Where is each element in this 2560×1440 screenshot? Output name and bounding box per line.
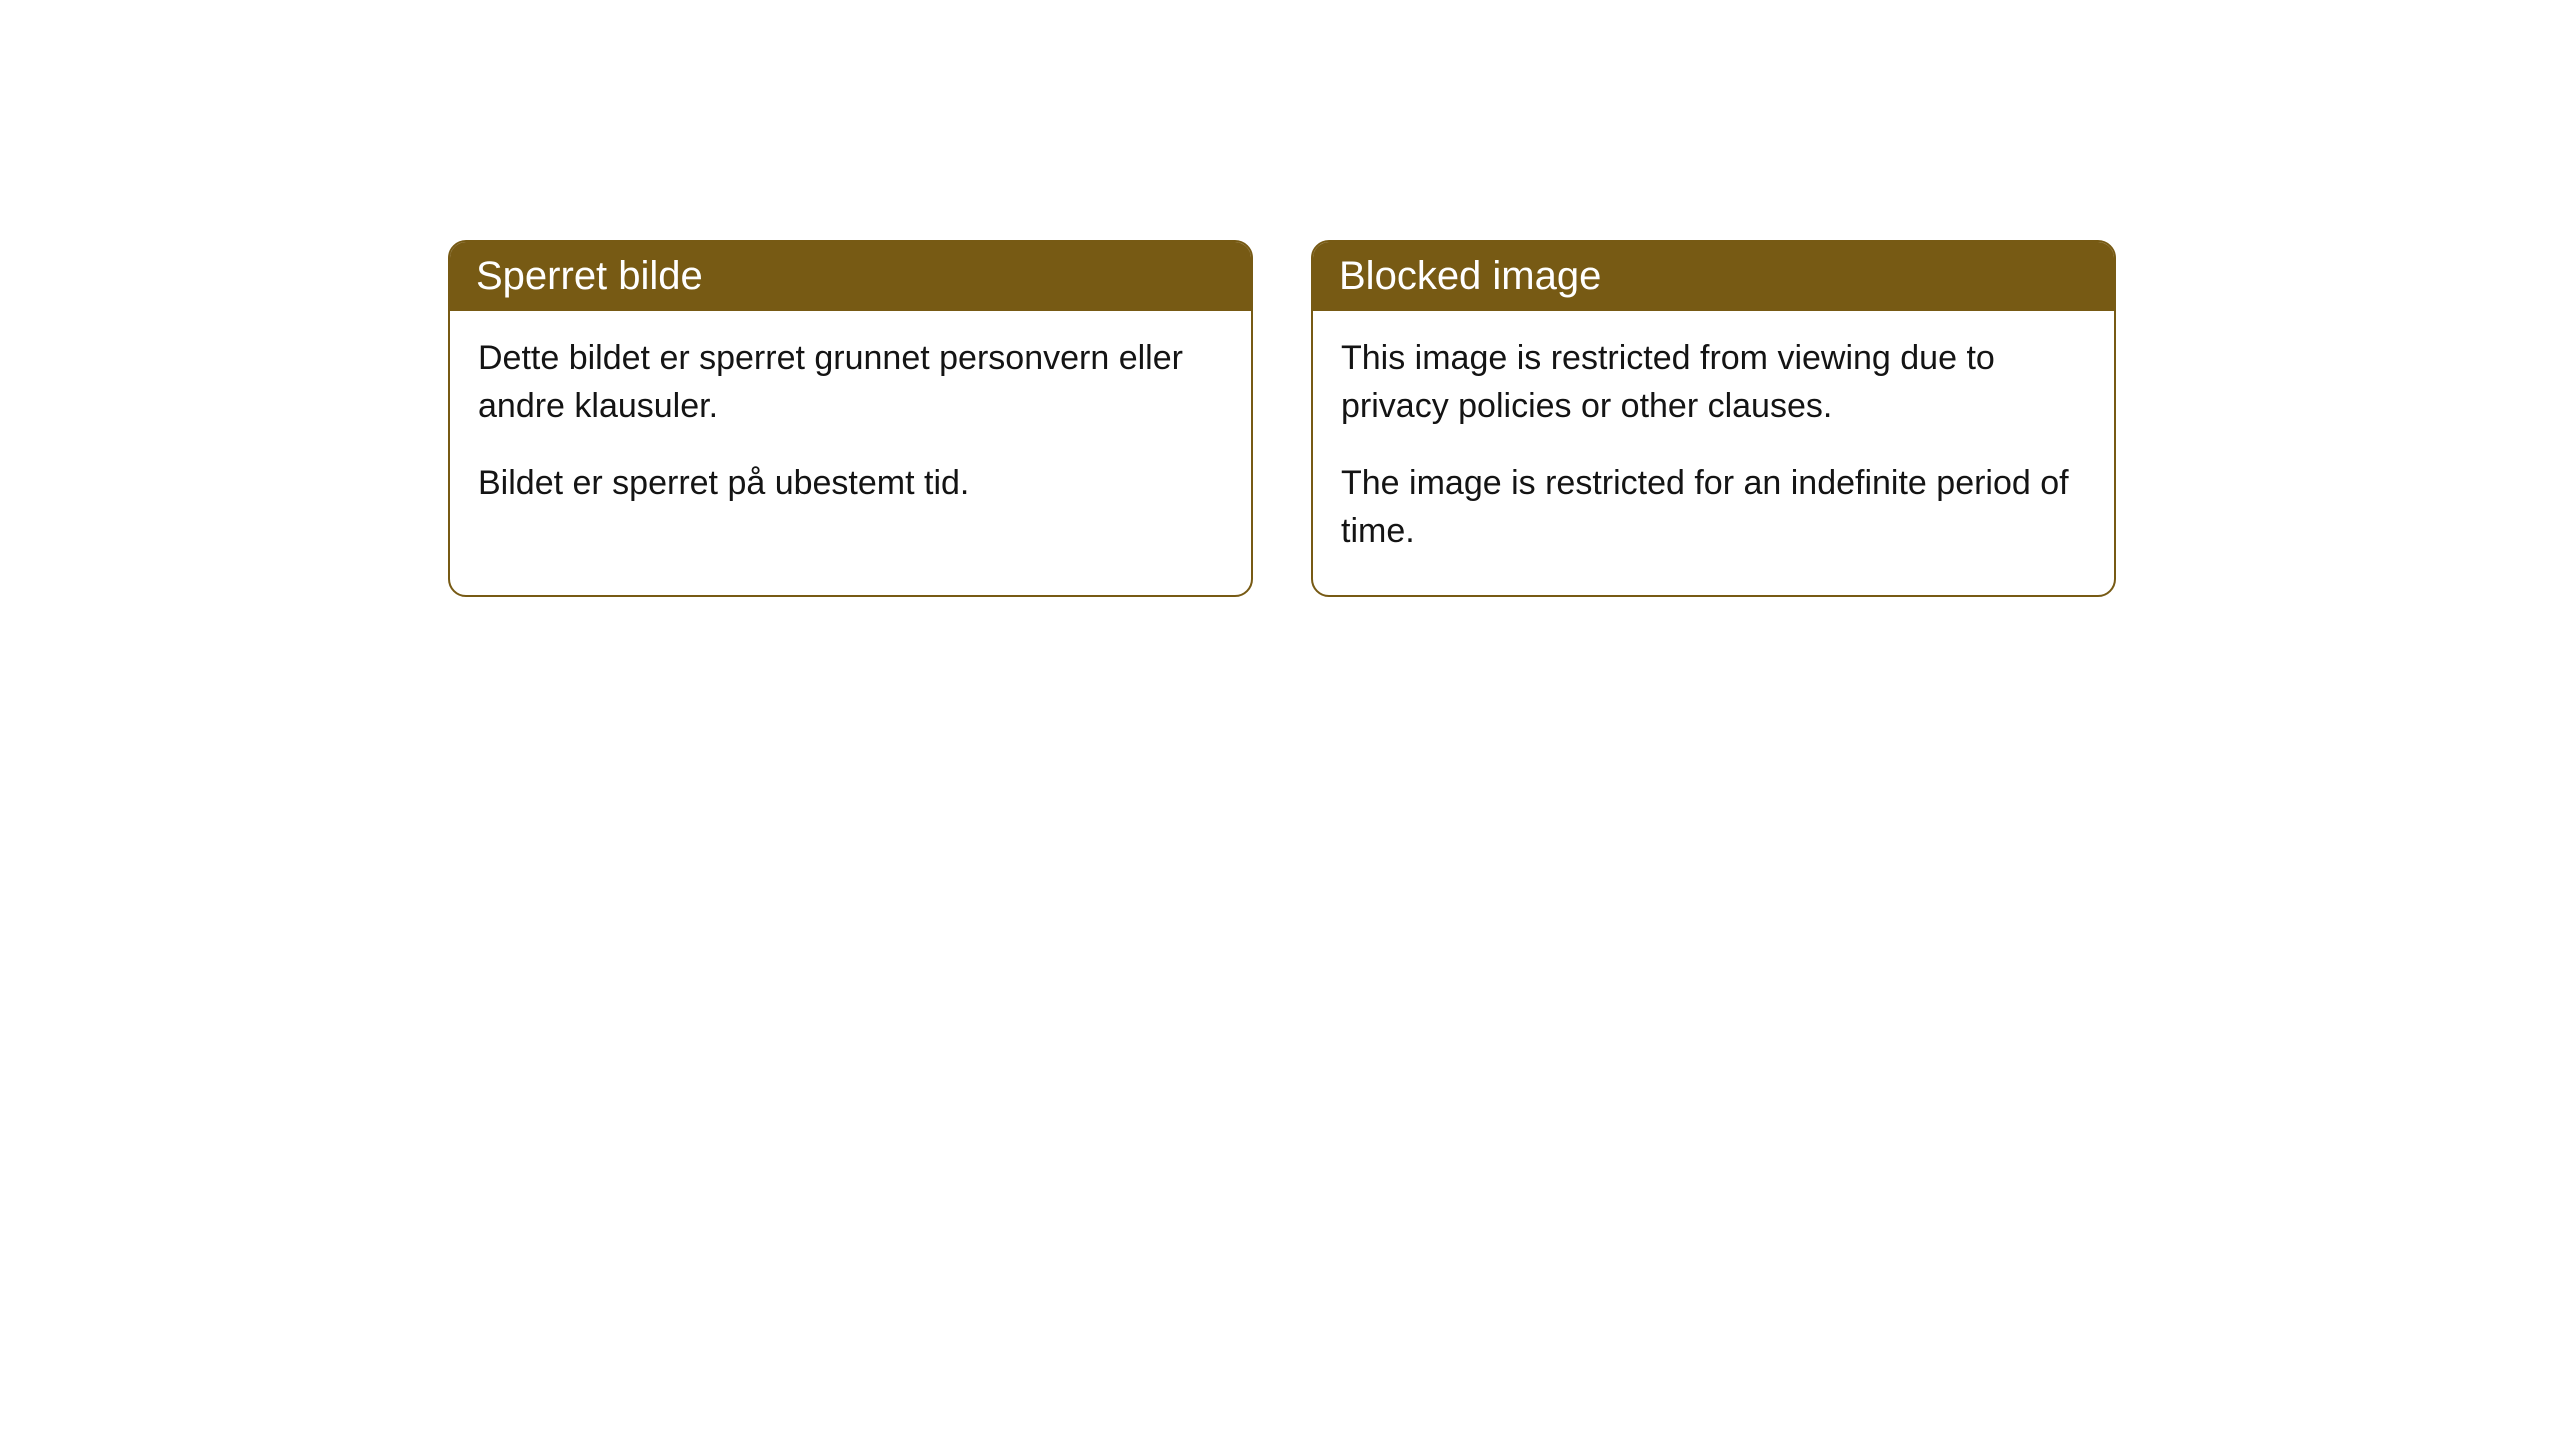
notice-card-english: Blocked image This image is restricted f… xyxy=(1311,240,2116,597)
card-title: Blocked image xyxy=(1339,254,1601,298)
card-paragraph: Bildet er sperret på ubestemt tid. xyxy=(478,460,1223,508)
card-paragraph: This image is restricted from viewing du… xyxy=(1341,335,2086,430)
card-header: Blocked image xyxy=(1313,242,2114,311)
notice-card-norwegian: Sperret bilde Dette bildet er sperret gr… xyxy=(448,240,1253,597)
notice-cards-container: Sperret bilde Dette bildet er sperret gr… xyxy=(448,240,2560,597)
card-header: Sperret bilde xyxy=(450,242,1251,311)
card-title: Sperret bilde xyxy=(476,254,703,298)
card-body: Dette bildet er sperret grunnet personve… xyxy=(450,311,1251,548)
card-body: This image is restricted from viewing du… xyxy=(1313,311,2114,595)
card-paragraph: The image is restricted for an indefinit… xyxy=(1341,460,2086,555)
card-paragraph: Dette bildet er sperret grunnet personve… xyxy=(478,335,1223,430)
